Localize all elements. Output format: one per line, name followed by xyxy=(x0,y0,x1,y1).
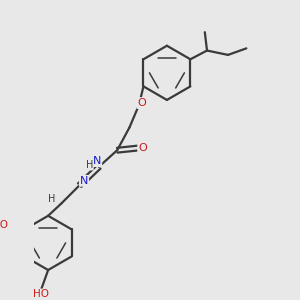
Text: H: H xyxy=(48,194,55,204)
Text: N: N xyxy=(93,156,101,166)
Text: H: H xyxy=(85,160,93,170)
Text: HO: HO xyxy=(0,220,8,230)
Text: N: N xyxy=(80,176,88,186)
Text: HO: HO xyxy=(33,290,49,299)
Text: O: O xyxy=(137,98,146,108)
Text: O: O xyxy=(138,142,147,153)
